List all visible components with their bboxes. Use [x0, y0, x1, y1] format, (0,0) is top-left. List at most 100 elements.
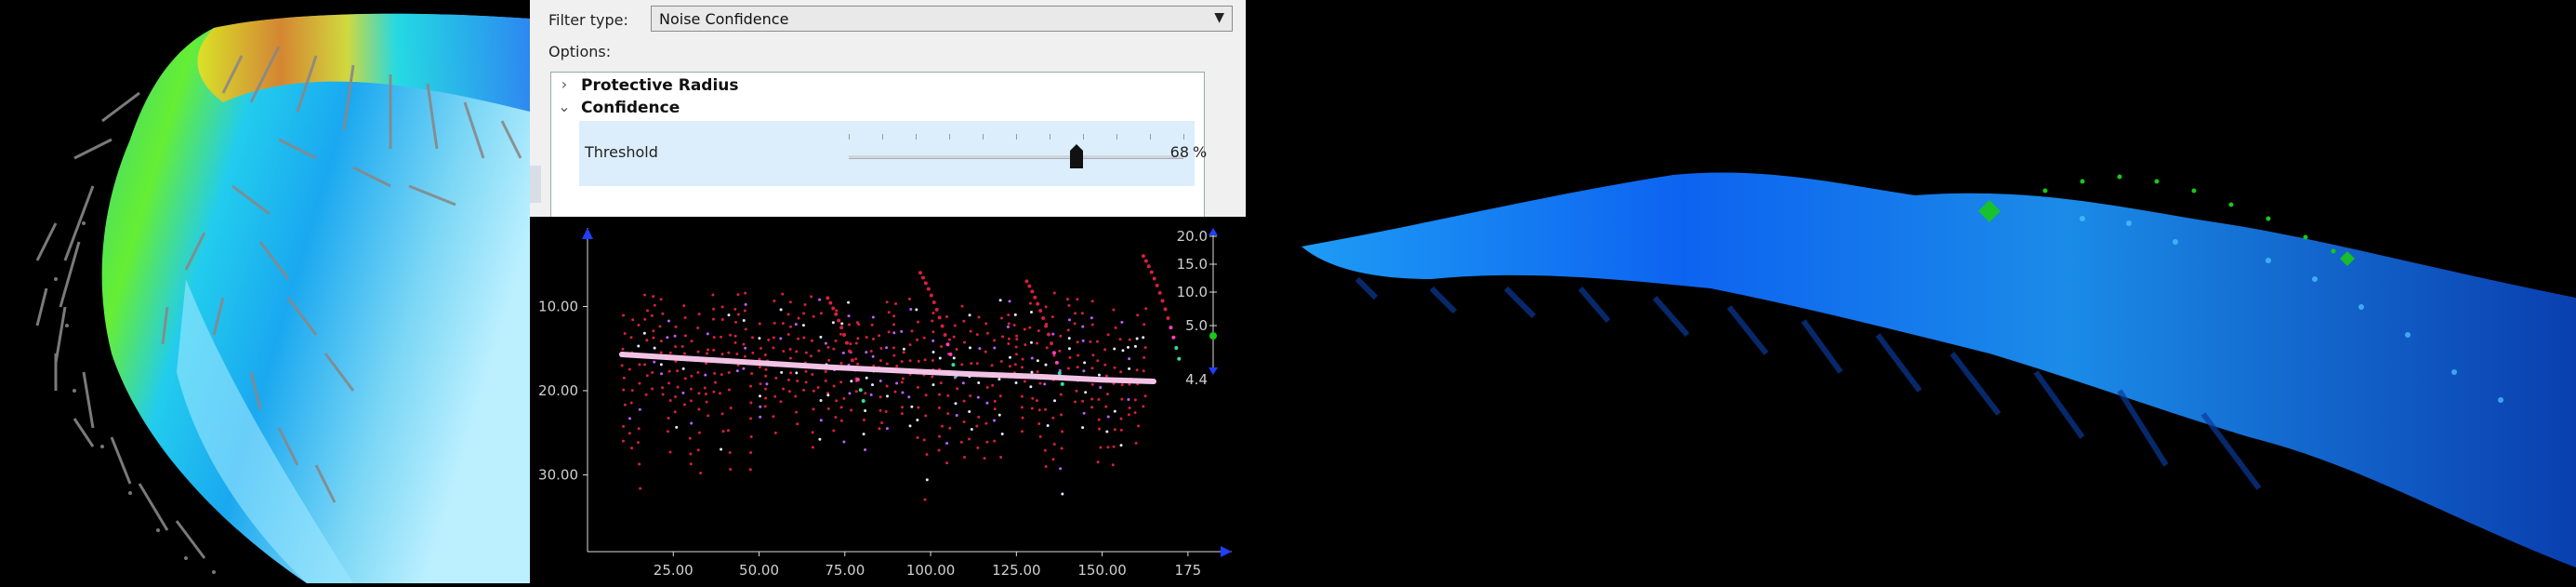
noise-point [668, 351, 672, 354]
threshold-label: Threshold [585, 143, 658, 161]
noise-point [704, 373, 707, 377]
noise-point [676, 385, 680, 389]
noise-point [733, 340, 737, 344]
noise-point [668, 398, 672, 402]
left-3d-view[interactable] [0, 0, 530, 583]
noise-point [1091, 354, 1095, 357]
noise-point [742, 367, 746, 370]
noise-point [925, 478, 929, 482]
noise-point [1142, 369, 1145, 373]
noise-point [999, 359, 1003, 363]
noise-point [651, 370, 654, 374]
noise-point [962, 319, 966, 323]
hook-point [828, 300, 833, 305]
noise-point [1113, 366, 1116, 369]
noise-point [902, 347, 905, 351]
noise-point [733, 307, 737, 311]
noise-point [817, 349, 821, 353]
noise-point [659, 298, 663, 301]
noise-point [1142, 405, 1145, 408]
noise-point [819, 335, 823, 339]
threshold-slider-track[interactable] [849, 155, 1183, 159]
hook-point [1155, 283, 1159, 287]
noise-point [985, 331, 989, 335]
noise-point [720, 335, 723, 339]
noise-point [1030, 356, 1034, 360]
noise-point [719, 392, 722, 395]
tree-item-protective-radius[interactable]: › Protective Radius [551, 74, 1204, 97]
noise-point [977, 315, 981, 319]
color-scale-bottom-arrow-icon [1209, 367, 1218, 375]
noise-point [720, 412, 724, 416]
hook-point [948, 352, 953, 356]
threshold-slider-thumb[interactable] [1069, 143, 1084, 169]
noise-point [773, 431, 777, 434]
tree-item-confidence[interactable]: ⌄ Confidence [551, 97, 1204, 119]
noise-point [667, 319, 670, 323]
noise-point [990, 364, 994, 367]
noise-point [1127, 413, 1130, 417]
noise-point [674, 395, 678, 399]
noise-point [729, 333, 733, 337]
noise-point [759, 382, 762, 386]
noise-point [652, 329, 655, 333]
noise-point [1030, 370, 1034, 374]
right-3d-view[interactable] [1246, 0, 2576, 583]
left-grey-strokes [35, 46, 522, 559]
noise-point [750, 336, 754, 340]
noise-point [848, 392, 852, 395]
noise-point [1051, 458, 1055, 461]
noise-point [937, 448, 941, 452]
slider-tick [1083, 134, 1084, 140]
left-grey-dots [54, 221, 216, 574]
hook-point [940, 324, 945, 328]
noise-point [1007, 322, 1011, 326]
noise-point [819, 312, 823, 315]
noise-point [892, 323, 896, 327]
noise-point [1052, 291, 1056, 295]
noise-point [781, 292, 785, 296]
hook-point [1174, 345, 1179, 350]
slider-tick [949, 134, 950, 140]
noise-point [802, 312, 806, 315]
hook-point [923, 281, 928, 286]
hook-point [1166, 315, 1170, 320]
noise-point [854, 357, 858, 361]
noise-point [924, 394, 928, 397]
noise-point [969, 346, 972, 350]
noise-point [975, 424, 979, 428]
noise-point [1020, 366, 1024, 369]
filter-type-dropdown[interactable]: Noise Confidence ▼ [651, 6, 1233, 32]
noise-point [659, 351, 663, 354]
noise-point [865, 376, 868, 380]
noise-point [956, 387, 959, 391]
hook-point [918, 271, 922, 275]
slider-tick [1183, 134, 1184, 140]
hook-point [831, 306, 836, 311]
filter-panel: Filter type: Noise Confidence ▼ Options:… [530, 0, 1247, 217]
noise-point [834, 339, 838, 342]
noise-point [826, 394, 830, 397]
noise-point [839, 419, 843, 422]
noise-point [637, 323, 641, 327]
noise-point [824, 369, 827, 373]
hook-point [1036, 301, 1040, 306]
noise-point [1097, 397, 1101, 401]
hook-point [839, 326, 844, 330]
noise-point [659, 340, 663, 343]
noise-point [802, 336, 806, 340]
noise-point [878, 408, 882, 412]
noise-point [621, 347, 625, 351]
chevron-right-icon[interactable]: › [561, 75, 568, 93]
noise-point [856, 362, 860, 366]
noise-point [811, 446, 814, 449]
side-scroll-handle[interactable] [530, 166, 541, 203]
noise-point [915, 308, 918, 312]
noise-point [878, 379, 882, 382]
noise-point [970, 362, 973, 366]
color-scale-label: 20.0 [1177, 228, 1208, 245]
noise-point [998, 299, 1002, 302]
chevron-down-icon[interactable]: ⌄ [558, 98, 571, 115]
noise-point [714, 380, 718, 384]
profile-chart[interactable]: 25.00 50.00 75.00 100.00 125.00 150.00 175 10.0… [530, 217, 1246, 583]
